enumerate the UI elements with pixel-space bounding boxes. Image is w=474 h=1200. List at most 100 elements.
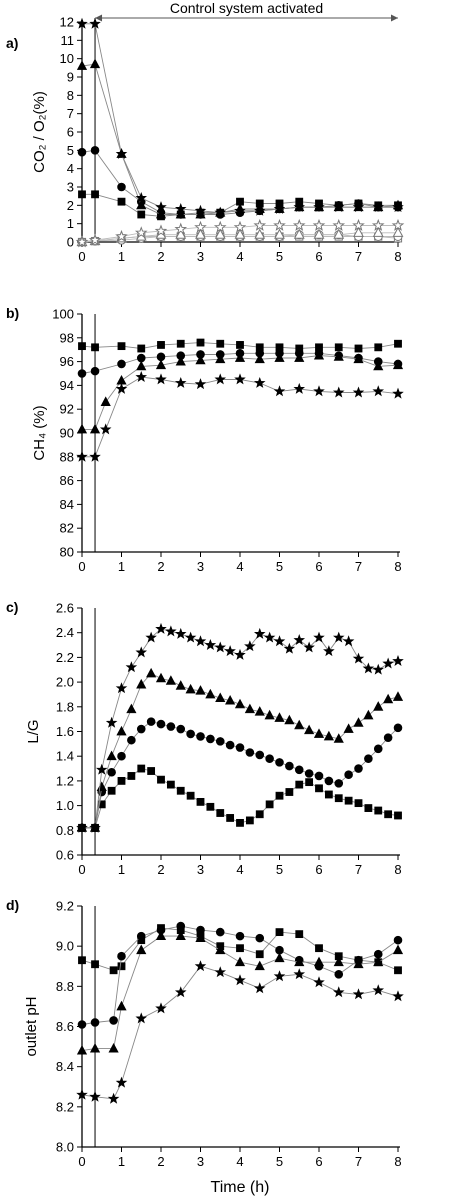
y-tick-label: 2 bbox=[67, 198, 74, 213]
x-tick-label: 1 bbox=[118, 1154, 125, 1169]
y-tick-label: 80 bbox=[60, 545, 74, 560]
data-point-triangle bbox=[136, 678, 147, 689]
data-point-triangle bbox=[234, 698, 246, 709]
data-point-square bbox=[305, 778, 314, 787]
data-point-star bbox=[214, 966, 227, 978]
data-point-triangle bbox=[274, 712, 285, 722]
data-point-star bbox=[352, 201, 365, 213]
data-point-square bbox=[275, 928, 284, 937]
data-point-triangle bbox=[294, 956, 305, 967]
series-line bbox=[82, 376, 399, 458]
data-point-triangle bbox=[195, 354, 206, 365]
data-point-square bbox=[255, 810, 264, 819]
data-point-square bbox=[176, 786, 185, 795]
data-point-star bbox=[204, 638, 217, 650]
data-point-star bbox=[233, 220, 247, 233]
y-tick-label: 0 bbox=[67, 235, 74, 250]
series-4-markers bbox=[76, 17, 404, 218]
data-point-star bbox=[263, 631, 276, 643]
y-tick-label: 0.8 bbox=[56, 823, 74, 838]
data-point-star bbox=[332, 201, 345, 213]
panel-label: a) bbox=[6, 35, 18, 51]
x-tick-label: 0 bbox=[78, 559, 85, 574]
x-tick-label: 4 bbox=[236, 1154, 243, 1169]
y-tick-label: 4 bbox=[67, 161, 74, 176]
y-tick-label: 1.2 bbox=[56, 773, 74, 788]
data-point-square bbox=[394, 811, 402, 820]
x-tick-label: 8 bbox=[394, 1154, 401, 1169]
series-8-markers bbox=[75, 218, 405, 248]
panel-label: c) bbox=[6, 599, 18, 615]
data-point-star bbox=[135, 646, 148, 658]
y-axis-title: CH₄ (%) bbox=[31, 405, 48, 460]
x-tick-label: 1 bbox=[118, 862, 125, 877]
data-point-star bbox=[313, 976, 325, 988]
data-point-circle bbox=[393, 935, 403, 945]
data-point-triangle bbox=[244, 703, 255, 714]
y-tick-label: 5 bbox=[67, 143, 74, 158]
panel-label: d) bbox=[6, 897, 19, 913]
data-point-square bbox=[91, 960, 99, 969]
data-point-star bbox=[76, 450, 88, 462]
y-tick-label: 1 bbox=[67, 216, 74, 231]
data-point-star bbox=[115, 229, 128, 242]
data-point-triangle bbox=[313, 956, 325, 967]
banner-text-background bbox=[154, 0, 339, 17]
data-point-square bbox=[91, 190, 99, 199]
data-point-star bbox=[283, 642, 296, 654]
data-point-triangle bbox=[254, 960, 265, 971]
data-point-star bbox=[89, 450, 101, 462]
data-point-square bbox=[147, 767, 156, 775]
data-point-circle bbox=[77, 147, 87, 157]
data-point-square bbox=[117, 962, 126, 971]
data-point-circle bbox=[324, 776, 334, 786]
data-point-star bbox=[234, 204, 246, 216]
data-point-circle bbox=[77, 369, 87, 378]
y-tick-label: 8.8 bbox=[56, 979, 74, 994]
x-tick-label: 1 bbox=[118, 249, 125, 264]
data-point-triangle bbox=[234, 228, 246, 239]
data-point-star bbox=[352, 988, 365, 1000]
series-2-markers bbox=[77, 717, 403, 833]
data-point-star bbox=[125, 661, 138, 673]
data-point-triangle bbox=[373, 956, 384, 967]
x-tick-label: 2 bbox=[157, 249, 164, 264]
data-point-star bbox=[371, 218, 385, 231]
data-point-circle bbox=[225, 740, 235, 750]
x-tick-label: 5 bbox=[276, 559, 283, 574]
data-point-star bbox=[135, 191, 148, 203]
data-point-triangle bbox=[215, 944, 226, 955]
data-point-triangle bbox=[343, 723, 354, 733]
chart-panel-2: 80 82 84 86 88 90 92 94 96 98 100 0 1 2 3 4 5 6 7 8 b) CH₄ (%… bbox=[6, 305, 404, 574]
y-axis-title: outlet pH bbox=[23, 996, 40, 1056]
data-point-square bbox=[78, 956, 86, 965]
data-point-triangle bbox=[136, 944, 147, 955]
data-point-triangle bbox=[353, 717, 364, 727]
y-tick-label: 6 bbox=[67, 125, 74, 140]
data-point-square bbox=[186, 791, 195, 800]
data-point-circle bbox=[334, 969, 344, 979]
y-tick-label: 8.2 bbox=[56, 1099, 74, 1114]
data-point-triangle bbox=[89, 58, 101, 69]
y-tick-label: 98 bbox=[60, 330, 74, 345]
data-point-triangle bbox=[254, 228, 266, 239]
y-tick-label: 8.0 bbox=[56, 1140, 74, 1155]
data-point-star bbox=[155, 373, 167, 385]
data-point-square bbox=[78, 190, 86, 199]
x-tick-label: 5 bbox=[276, 862, 283, 877]
data-point-star bbox=[253, 627, 266, 639]
x-tick-label: 8 bbox=[394, 559, 401, 574]
x-tick-label: 7 bbox=[355, 1154, 362, 1169]
data-point-star bbox=[214, 641, 227, 653]
data-point-square bbox=[315, 784, 323, 793]
data-point-star bbox=[194, 204, 207, 216]
data-point-star bbox=[332, 631, 345, 643]
data-point-circle bbox=[90, 1018, 100, 1027]
series-3-markers bbox=[76, 930, 404, 1055]
series-3-markers bbox=[76, 667, 404, 832]
data-point-triangle bbox=[175, 208, 186, 219]
data-point-square bbox=[166, 780, 175, 789]
y-tick-label: 1.6 bbox=[56, 724, 74, 739]
y-tick-label: 2.4 bbox=[56, 625, 74, 640]
